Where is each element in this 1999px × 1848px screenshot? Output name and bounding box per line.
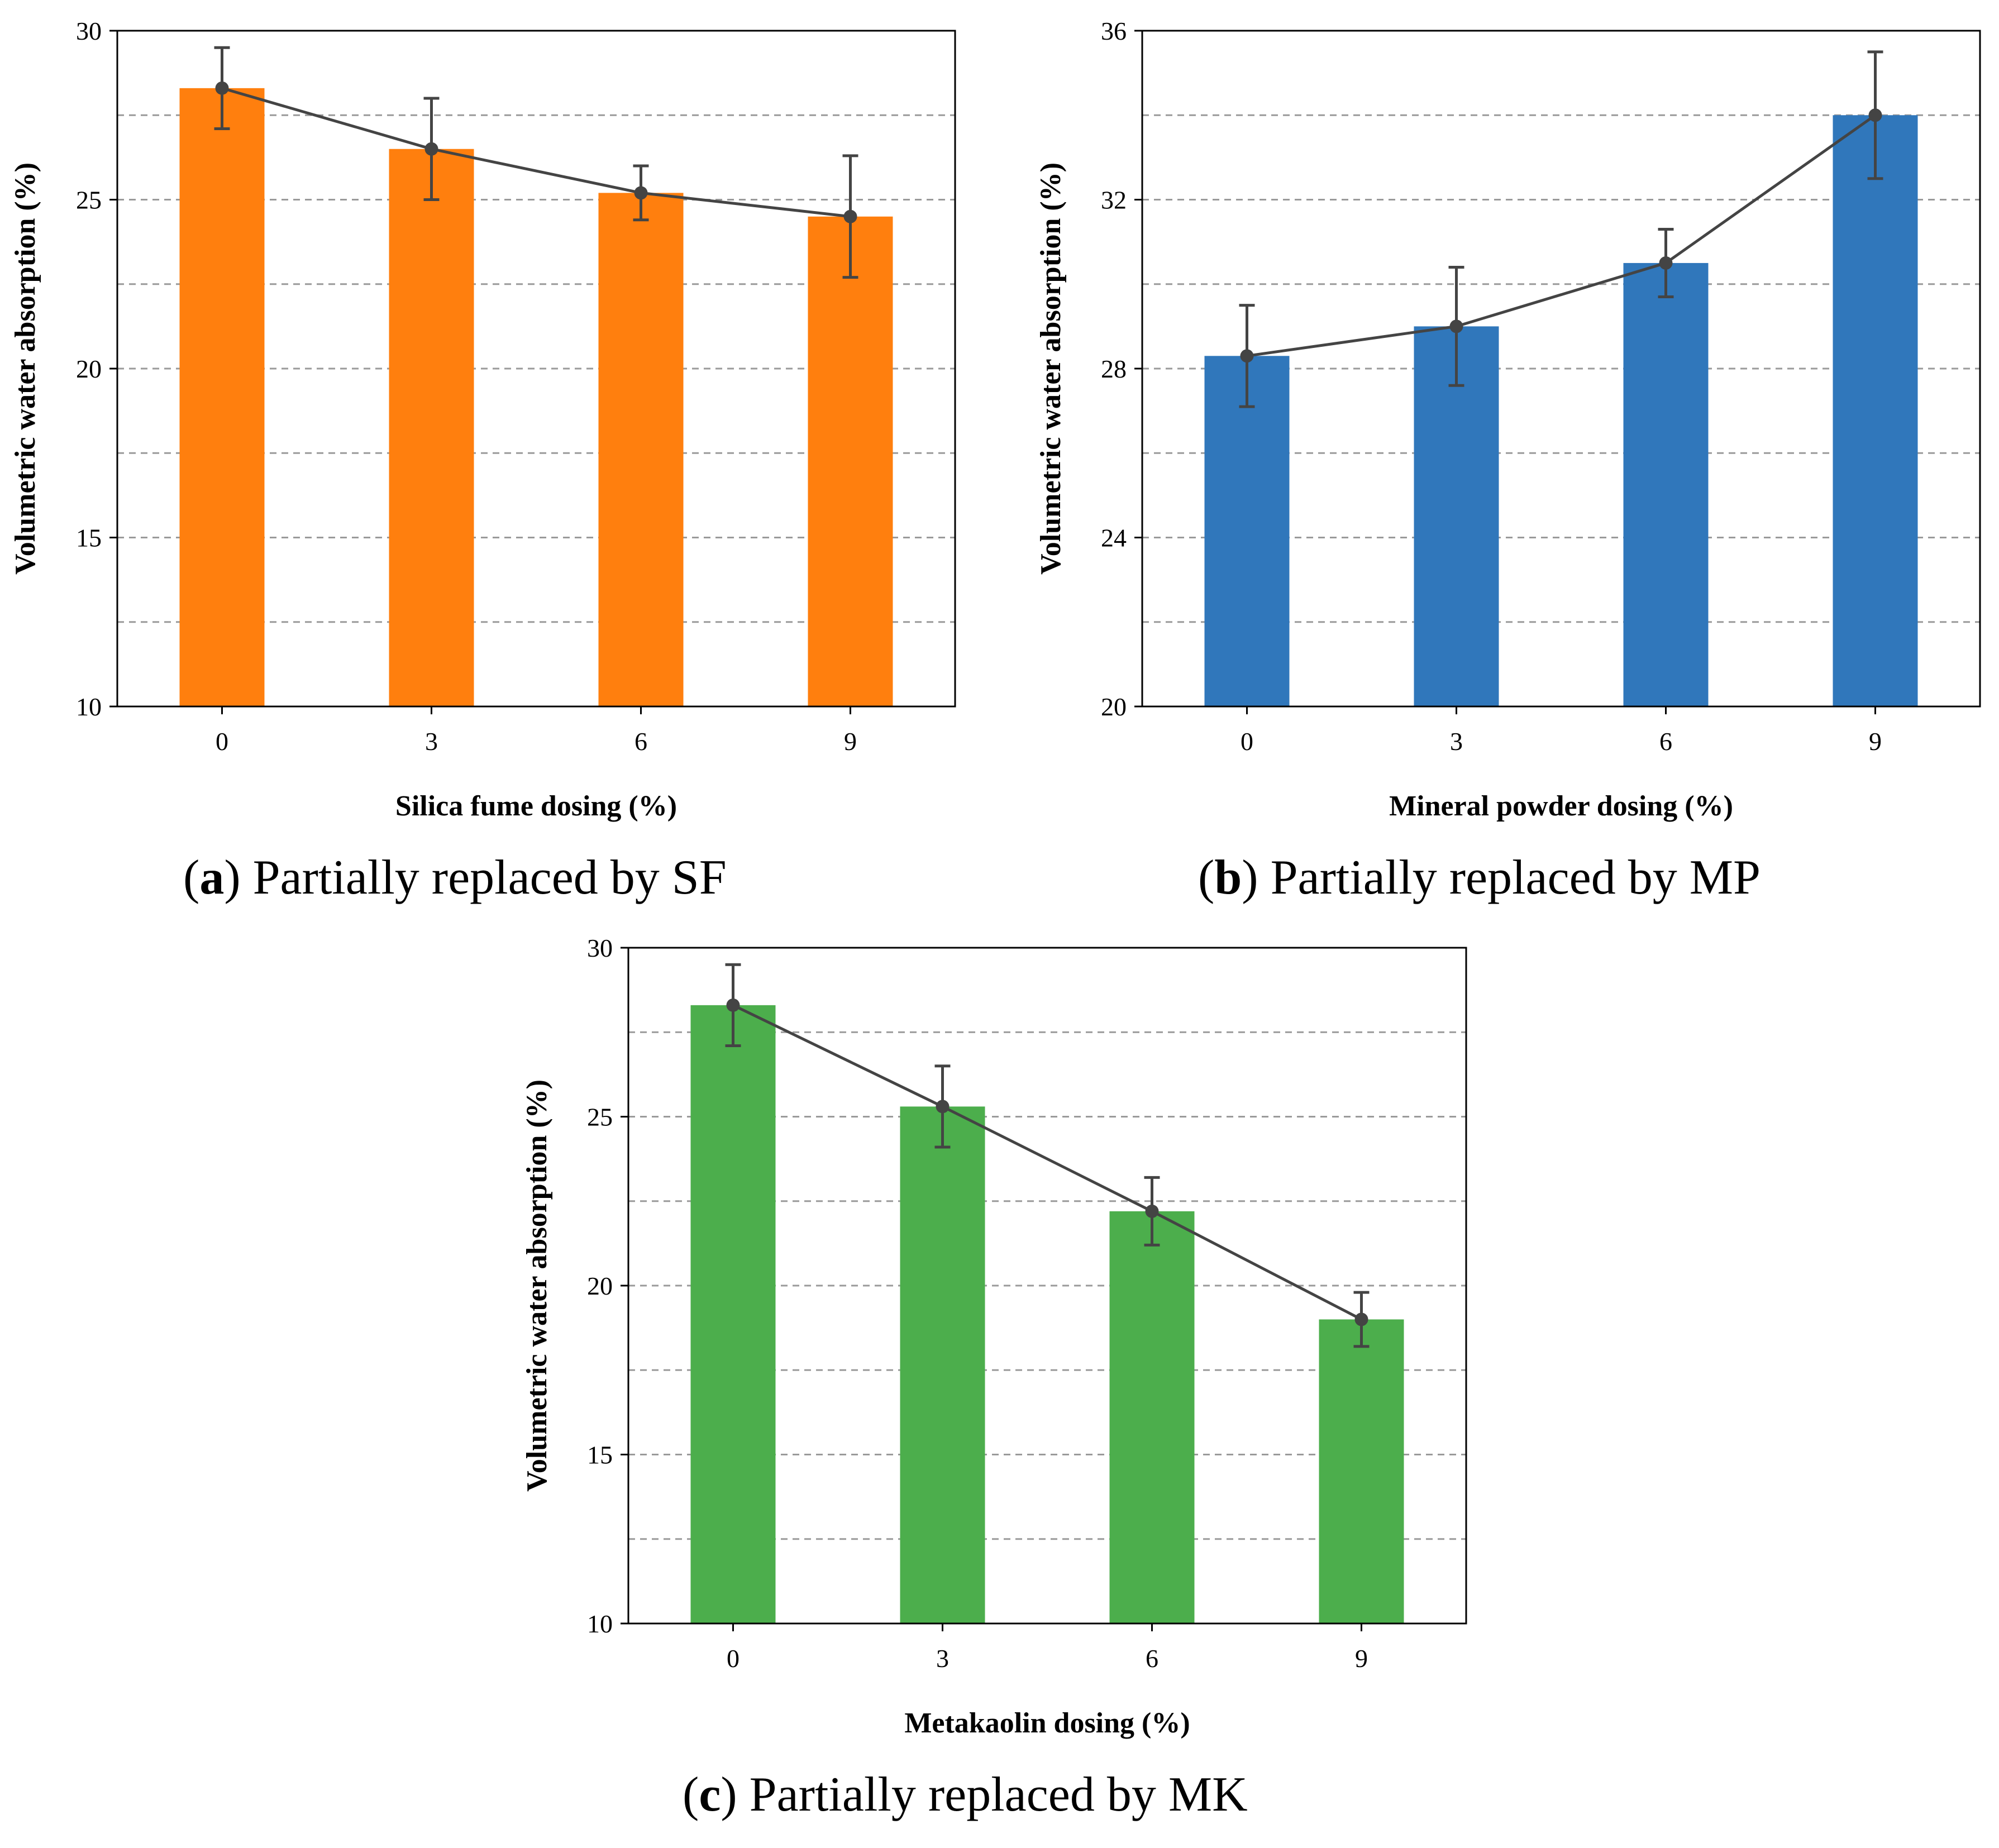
panel-a-ytick-label-2: 20 bbox=[76, 355, 102, 383]
panel-a-ytick-label-3: 25 bbox=[76, 186, 102, 214]
panel-c-y-axis-label: Volumetric water absorption (%) bbox=[521, 1080, 553, 1492]
panel-b-bar-9 bbox=[1833, 115, 1918, 706]
panel-a-bar-6 bbox=[598, 193, 684, 706]
panel-c-bar-0 bbox=[690, 1005, 776, 1623]
panel-a-xtick-label-0: 0 bbox=[216, 727, 228, 756]
panel-b-ytick-label-4: 36 bbox=[1101, 17, 1127, 45]
panel-c-bar-3 bbox=[900, 1106, 985, 1623]
panel-b-marker-0 bbox=[1240, 349, 1254, 363]
panel-a-marker-0 bbox=[215, 81, 229, 95]
panel-a-marker-6 bbox=[634, 186, 648, 200]
panel-b-marker-6 bbox=[1659, 256, 1673, 270]
panel-a-ytick-label-1: 15 bbox=[76, 524, 102, 552]
caption-a-text: ) Partially replaced by SF bbox=[224, 851, 727, 905]
caption-c-letter: c bbox=[699, 1768, 721, 1822]
panel-c-marker-0 bbox=[726, 998, 740, 1012]
panel-a-xtick-label-9: 9 bbox=[844, 727, 857, 756]
panel-b-y-axis-label: Volumetric water absorption (%) bbox=[1035, 163, 1067, 575]
panel-a-y-axis-label: Volumetric water absorption (%) bbox=[9, 163, 41, 575]
panel-c-marker-6 bbox=[1145, 1204, 1159, 1218]
panel-c-bar-9 bbox=[1319, 1319, 1404, 1623]
panel-a-marker-3 bbox=[424, 142, 438, 156]
panel-c-xtick-label-9: 9 bbox=[1355, 1644, 1368, 1673]
panel-a-bar-0 bbox=[179, 88, 265, 707]
panel-b-trend-line bbox=[1247, 114, 1876, 357]
panel-a-xtick-label-3: 3 bbox=[425, 727, 438, 756]
panel-a-bar-3 bbox=[389, 149, 474, 706]
panel-b-xtick-label-0: 0 bbox=[1241, 727, 1253, 756]
panel-c-xtick-label-3: 3 bbox=[936, 1644, 949, 1673]
panel-c-ytick-label-3: 25 bbox=[587, 1103, 613, 1131]
panel-a-xtick-label-6: 6 bbox=[634, 727, 647, 756]
panel-b-bar-6 bbox=[1623, 262, 1709, 706]
panel-a-bar-9 bbox=[808, 216, 893, 706]
panel-c-ytick-label-1: 15 bbox=[587, 1441, 613, 1469]
panel-a-ytick-label-0: 10 bbox=[76, 693, 102, 721]
panel-c-bar-6 bbox=[1109, 1211, 1195, 1623]
panel-c-xtick-label-0: 0 bbox=[727, 1644, 740, 1673]
panel-b-ytick-label-3: 32 bbox=[1101, 186, 1127, 214]
panel-b-bar-0 bbox=[1204, 356, 1290, 706]
panel-c-x-axis-label: Metakaolin dosing (%) bbox=[904, 1707, 1190, 1739]
panel-c-trend-line bbox=[732, 1004, 1362, 1321]
panel-a-x-axis-label: Silica fume dosing (%) bbox=[395, 790, 677, 822]
panel-b-bar-3 bbox=[1414, 326, 1499, 706]
panel-b-ytick-label-2: 28 bbox=[1101, 355, 1127, 383]
panel-b-x-axis-label: Mineral powder dosing (%) bbox=[1389, 790, 1733, 822]
panel-c-marker-3 bbox=[936, 1100, 950, 1114]
panel-c-ytick-label-0: 10 bbox=[587, 1610, 613, 1638]
caption-a: (a) Partially replaced by SF bbox=[183, 851, 727, 905]
panel-c-marker-9 bbox=[1354, 1312, 1368, 1326]
caption-c-text: ) Partially replaced by MK bbox=[721, 1768, 1248, 1822]
panel-b-xtick-label-3: 3 bbox=[1450, 727, 1463, 756]
panel-c-xtick-label-6: 6 bbox=[1146, 1644, 1158, 1673]
panel-c-ytick-label-4: 30 bbox=[587, 934, 613, 962]
caption-b-text: ) Partially replaced by MP bbox=[1242, 851, 1761, 905]
panel-b-xtick-label-9: 9 bbox=[1869, 727, 1882, 756]
panel-a-ytick-label-4: 30 bbox=[76, 17, 102, 45]
caption-c: (c) Partially replaced by MK bbox=[683, 1768, 1248, 1822]
panel-b-marker-3 bbox=[1449, 319, 1463, 333]
panel-b-ytick-label-0: 20 bbox=[1101, 693, 1127, 721]
caption-b: (b) Partially replaced by MP bbox=[1198, 851, 1761, 905]
panel-a-trend-line bbox=[221, 87, 851, 218]
caption-a-letter: a bbox=[199, 851, 225, 905]
panel-c-ytick-label-2: 20 bbox=[587, 1272, 613, 1300]
panel-b-xtick-label-6: 6 bbox=[1659, 727, 1672, 756]
panel-b-marker-9 bbox=[1868, 108, 1882, 122]
panel-b-ytick-label-1: 24 bbox=[1101, 524, 1127, 552]
caption-b-letter: b bbox=[1214, 851, 1242, 905]
panel-a-marker-9 bbox=[843, 209, 857, 223]
